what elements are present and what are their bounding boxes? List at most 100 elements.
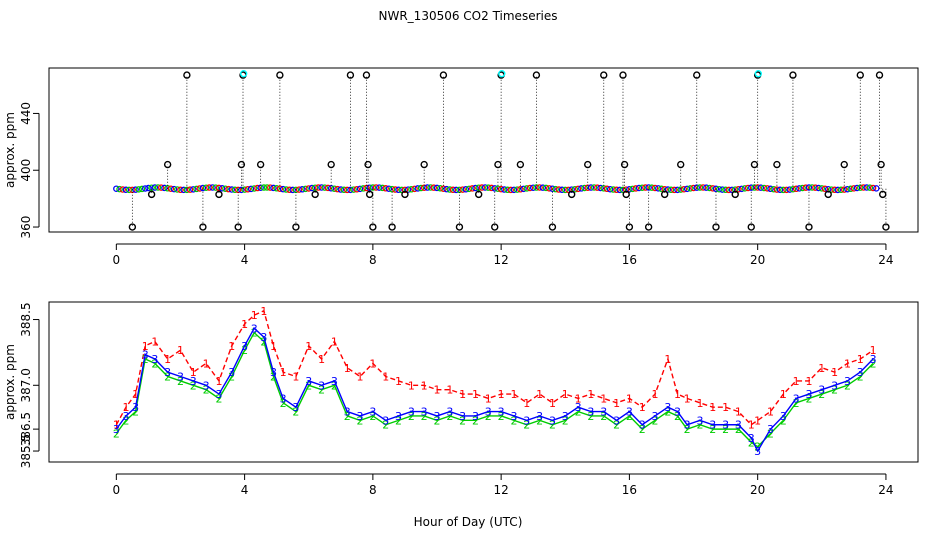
baseline-point bbox=[510, 186, 518, 194]
outlier-point bbox=[882, 223, 890, 231]
series-3-marker: 3 bbox=[767, 423, 774, 436]
series-3-marker: 3 bbox=[639, 419, 646, 432]
baseline-point bbox=[834, 186, 842, 194]
baseline-point bbox=[260, 184, 268, 191]
series-2-marker: 2 bbox=[674, 410, 681, 423]
x-tick-label: 12 bbox=[493, 253, 508, 267]
series-2-marker: 2 bbox=[421, 410, 428, 423]
x-tick-label: 12 bbox=[493, 483, 508, 497]
x-tick-label: 24 bbox=[878, 483, 893, 497]
baseline-point bbox=[180, 186, 187, 194]
baseline-point bbox=[552, 185, 559, 193]
baseline-point bbox=[424, 184, 431, 191]
baseline-point bbox=[610, 186, 617, 193]
baseline-point bbox=[321, 184, 329, 191]
outlier-point bbox=[548, 223, 557, 231]
series-3-marker: 3 bbox=[280, 392, 287, 405]
series-2-marker: 2 bbox=[575, 406, 582, 419]
series-3-marker: 3 bbox=[626, 406, 633, 419]
series-3-marker: 3 bbox=[203, 379, 210, 392]
series-1-marker: 1 bbox=[459, 388, 466, 401]
x-tick-label: 20 bbox=[750, 483, 765, 497]
plot-frame bbox=[48, 301, 919, 463]
outlier-point bbox=[491, 223, 499, 231]
baseline-point bbox=[356, 185, 364, 193]
series-2-marker: 2 bbox=[331, 379, 338, 392]
series-3-marker: 3 bbox=[735, 419, 742, 432]
baseline-point bbox=[440, 185, 447, 192]
baseline-point bbox=[241, 186, 248, 193]
series-1-marker: 1 bbox=[754, 414, 761, 427]
baseline-point bbox=[148, 184, 155, 191]
baseline-point bbox=[690, 184, 697, 192]
outlier-point bbox=[747, 223, 755, 231]
baseline-point bbox=[417, 184, 425, 192]
series-2-marker: 2 bbox=[793, 397, 800, 410]
series-2-marker: 2 bbox=[318, 384, 325, 397]
series-3-marker: 3 bbox=[793, 392, 800, 405]
baseline-point bbox=[244, 186, 252, 193]
series-1-marker: 1 bbox=[260, 305, 267, 318]
baseline-point bbox=[497, 185, 505, 193]
baseline-point bbox=[125, 186, 133, 194]
baseline-point bbox=[696, 184, 704, 191]
series-2-marker: 2 bbox=[780, 414, 787, 427]
baseline-point bbox=[206, 184, 213, 191]
y-tick-label: 385.5 bbox=[19, 434, 33, 468]
series-2-marker: 2 bbox=[857, 371, 864, 384]
baseline-point bbox=[276, 185, 284, 192]
series-1-marker: 1 bbox=[748, 419, 755, 432]
series-1-marker: 1 bbox=[562, 388, 569, 401]
outlier-point bbox=[620, 160, 629, 169]
baseline-point bbox=[122, 186, 130, 194]
series-2-marker: 2 bbox=[395, 414, 402, 427]
series-1-marker: 1 bbox=[684, 392, 691, 405]
series-2-marker: 2 bbox=[382, 419, 389, 432]
baseline-point bbox=[863, 184, 870, 191]
baseline-point bbox=[837, 186, 845, 194]
baseline-point bbox=[167, 185, 175, 192]
series-3-marker: 3 bbox=[831, 379, 838, 392]
series-1-marker: 1 bbox=[421, 379, 428, 392]
series-3-line bbox=[115, 327, 874, 453]
baseline-point bbox=[658, 185, 665, 193]
baseline-point bbox=[324, 184, 332, 192]
outlier-point bbox=[622, 190, 630, 199]
baseline-point bbox=[616, 186, 624, 194]
series-2-marker: 2 bbox=[132, 406, 139, 419]
baseline-point bbox=[414, 185, 422, 192]
baseline-point bbox=[587, 184, 595, 191]
series-1-marker: 1 bbox=[203, 357, 210, 370]
outlier-point bbox=[256, 160, 265, 169]
outlier-point bbox=[183, 71, 191, 79]
outlier-point bbox=[567, 190, 576, 199]
outlier-point bbox=[625, 223, 634, 231]
series-3-marker: 3 bbox=[113, 423, 120, 436]
baseline-point bbox=[853, 184, 861, 192]
baseline-point bbox=[228, 186, 236, 193]
baseline-point bbox=[196, 185, 203, 192]
baseline-point bbox=[597, 184, 604, 192]
baseline-point bbox=[459, 186, 466, 193]
baseline-point bbox=[427, 184, 434, 191]
series-2-marker: 2 bbox=[844, 379, 851, 392]
baseline-point bbox=[392, 186, 399, 193]
baseline-point bbox=[113, 185, 120, 192]
series-3-marker: 3 bbox=[408, 406, 415, 419]
series-1-marker: 1 bbox=[696, 397, 703, 410]
series-2-marker: 2 bbox=[228, 371, 235, 384]
y-tick-label: 386.5 bbox=[19, 412, 33, 446]
series-3-marker: 3 bbox=[510, 410, 517, 423]
series-3-marker: 3 bbox=[870, 353, 877, 366]
baseline-point bbox=[590, 184, 598, 191]
baseline-point bbox=[218, 185, 226, 192]
baseline-point bbox=[715, 185, 723, 193]
outlier-point bbox=[877, 160, 885, 169]
outlier-point bbox=[292, 223, 300, 231]
baseline-point bbox=[254, 184, 261, 192]
series-2-marker: 2 bbox=[190, 379, 197, 392]
series-3-marker: 3 bbox=[844, 375, 851, 388]
series-1-marker: 1 bbox=[857, 353, 864, 366]
baseline-point bbox=[767, 185, 774, 193]
